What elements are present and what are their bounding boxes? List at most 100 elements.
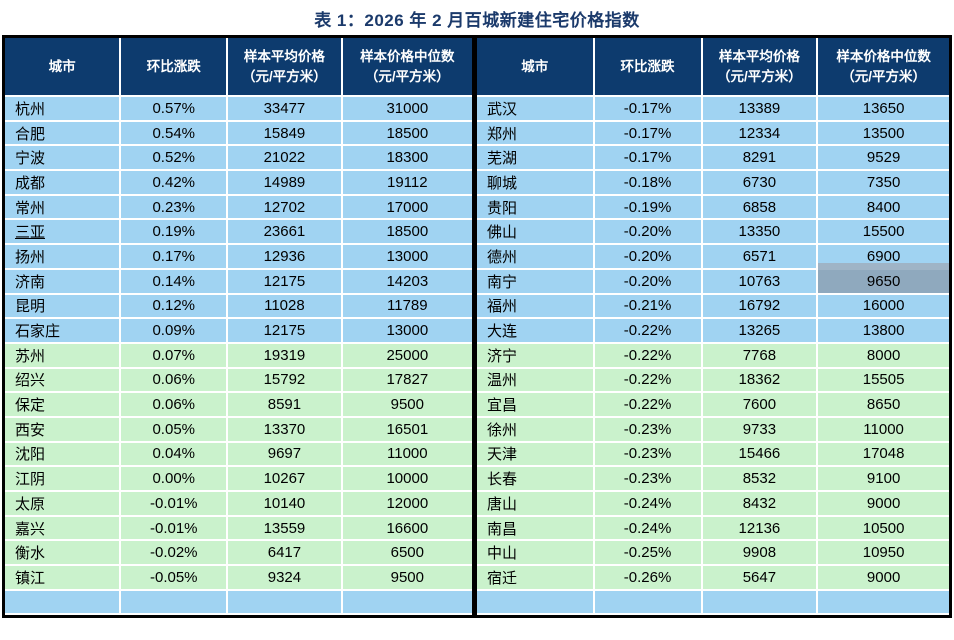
- city-cell: 绍兴: [5, 368, 122, 394]
- table-row: 德州 -0.20% 6571 6900: [477, 245, 949, 270]
- median-cell: 8650: [818, 393, 949, 418]
- avg-cell: 7600: [702, 393, 819, 418]
- avg-cell: 13265: [702, 319, 819, 344]
- avg-cell: 9324: [228, 566, 343, 591]
- change-cell: 0.19%: [121, 220, 229, 246]
- change-cell: -0.18%: [594, 171, 703, 196]
- avg-cell: 6858: [702, 195, 819, 221]
- table-row: 昆明 0.12% 11028 11789: [5, 294, 472, 320]
- column-header-median: 样本价格中位数 （元/平方米）: [342, 38, 472, 97]
- city-cell: 济南: [5, 269, 122, 295]
- change-cell: -0.19%: [594, 195, 703, 221]
- median-cell: 9500: [342, 393, 472, 418]
- median-cell: 19112: [342, 171, 472, 196]
- avg-cell: 9697: [228, 442, 343, 468]
- city-cell: 衡水: [5, 541, 122, 567]
- table-row: 苏州 0.07% 19319 25000: [5, 343, 472, 369]
- table-row: 保定 0.06% 8591 9500: [5, 393, 472, 418]
- median-cell: 31000: [342, 97, 472, 122]
- median-cell: 9000: [818, 492, 949, 517]
- change-cell: -0.20%: [594, 220, 703, 246]
- change-cell: 0.00%: [121, 467, 229, 492]
- table-row: 扬州 0.17% 12936 13000: [5, 245, 472, 270]
- avg-cell: 12175: [228, 269, 343, 295]
- median-cell: 8400: [818, 195, 949, 221]
- empty-cell: [121, 590, 229, 615]
- avg-cell: 5647: [702, 566, 819, 591]
- table-row: 绍兴 0.06% 15792 17827: [5, 368, 472, 394]
- avg-cell: 10267: [228, 467, 343, 492]
- table-row: 唐山 -0.24% 8432 9000: [477, 492, 949, 517]
- table-row: 长春 -0.23% 8532 9100: [477, 467, 949, 492]
- change-cell: 0.09%: [121, 319, 229, 344]
- avg-cell: 14989: [228, 171, 343, 196]
- median-cell: 15505: [818, 368, 949, 394]
- avg-cell: 23661: [228, 220, 343, 246]
- table-row: 大连 -0.22% 13265 13800: [477, 319, 949, 344]
- avg-cell: 9908: [702, 541, 819, 567]
- avg-cell: 11028: [228, 294, 343, 320]
- city-cell: 宜昌: [477, 393, 595, 418]
- column-header-label: 环比涨跌: [620, 58, 675, 74]
- median-cell: 15500: [818, 220, 949, 246]
- table-row: 衡水 -0.02% 6417 6500: [5, 541, 472, 567]
- avg-cell: 12175: [228, 319, 343, 344]
- change-cell: -0.22%: [594, 319, 703, 344]
- change-cell: -0.02%: [121, 541, 229, 567]
- change-cell: 0.04%: [121, 442, 229, 468]
- table-row: 江阴 0.00% 10267 10000: [5, 467, 472, 492]
- city-cell: 贵阳: [477, 195, 595, 221]
- column-header-unit: （元/平方米）: [364, 68, 450, 84]
- median-cell: 6900: [818, 245, 949, 270]
- empty-cell: [702, 590, 819, 615]
- table-row: 武汉 -0.17% 13389 13650: [477, 97, 949, 122]
- city-cell: 苏州: [5, 343, 122, 369]
- table-row: 聊城 -0.18% 6730 7350: [477, 171, 949, 196]
- avg-cell: 12936: [228, 245, 343, 270]
- city-cell: 石家庄: [5, 319, 122, 344]
- empty-cell: [594, 590, 703, 615]
- median-cell: 14203: [342, 269, 472, 295]
- column-header-label: 城市: [521, 58, 549, 74]
- change-cell: 0.17%: [121, 245, 229, 270]
- city-cell: 镇江: [5, 566, 122, 591]
- city-cell: 芜湖: [477, 146, 595, 172]
- city-cell: 杭州: [5, 97, 122, 122]
- avg-cell: 8291: [702, 146, 819, 172]
- city-cell: 长春: [477, 467, 595, 492]
- avg-cell: 12136: [702, 516, 819, 542]
- city-cell: 宿迁: [477, 566, 595, 591]
- column-header-unit: （元/平方米）: [242, 68, 327, 84]
- city-cell: 天津: [477, 442, 595, 468]
- change-cell: -0.21%: [594, 294, 703, 320]
- city-cell: 大连: [477, 319, 595, 344]
- median-cell: 17827: [342, 368, 472, 394]
- change-cell: -0.23%: [594, 442, 703, 468]
- change-cell: -0.24%: [594, 492, 703, 517]
- city-cell: 三亚: [5, 220, 122, 246]
- city-cell: 扬州: [5, 245, 122, 270]
- table-row: 合肥 0.54% 15849 18500: [5, 121, 472, 147]
- median-cell: 13800: [818, 319, 949, 344]
- median-cell: 11000: [818, 417, 949, 443]
- column-header-label: 样本价格中位数: [360, 48, 455, 64]
- avg-cell: 16792: [702, 294, 819, 320]
- change-cell: 0.06%: [121, 368, 229, 394]
- median-cell: 10000: [342, 467, 472, 492]
- price-table-left: 城市 环比涨跌 样本平均价格 （元/平方米） 样本价格中位数 （元/平方米） 杭州 0.57…: [5, 38, 477, 615]
- change-cell: -0.05%: [121, 566, 229, 591]
- table-row: 徐州 -0.23% 9733 11000: [477, 417, 949, 443]
- tables-container: 城市 环比涨跌 样本平均价格 （元/平方米） 样本价格中位数 （元/平方米） 杭州 0.57…: [2, 35, 952, 618]
- table-row: 芜湖 -0.17% 8291 9529: [477, 146, 949, 172]
- change-cell: -0.20%: [594, 245, 703, 270]
- median-cell: 18300: [342, 146, 472, 172]
- change-cell: -0.20%: [594, 269, 703, 295]
- change-cell: 0.12%: [121, 294, 229, 320]
- city-cell: 徐州: [477, 417, 595, 443]
- table-row: 南宁 -0.20% 10763 9650: [477, 269, 949, 295]
- city-cell: 中山: [477, 541, 595, 567]
- header-row: 城市 环比涨跌 样本平均价格 （元/平方米） 样本价格中位数 （元/平方米）: [477, 38, 949, 97]
- table-row: 杭州 0.57% 33477 31000: [5, 97, 472, 122]
- empty-cell: [228, 590, 343, 615]
- city-cell: 佛山: [477, 220, 595, 246]
